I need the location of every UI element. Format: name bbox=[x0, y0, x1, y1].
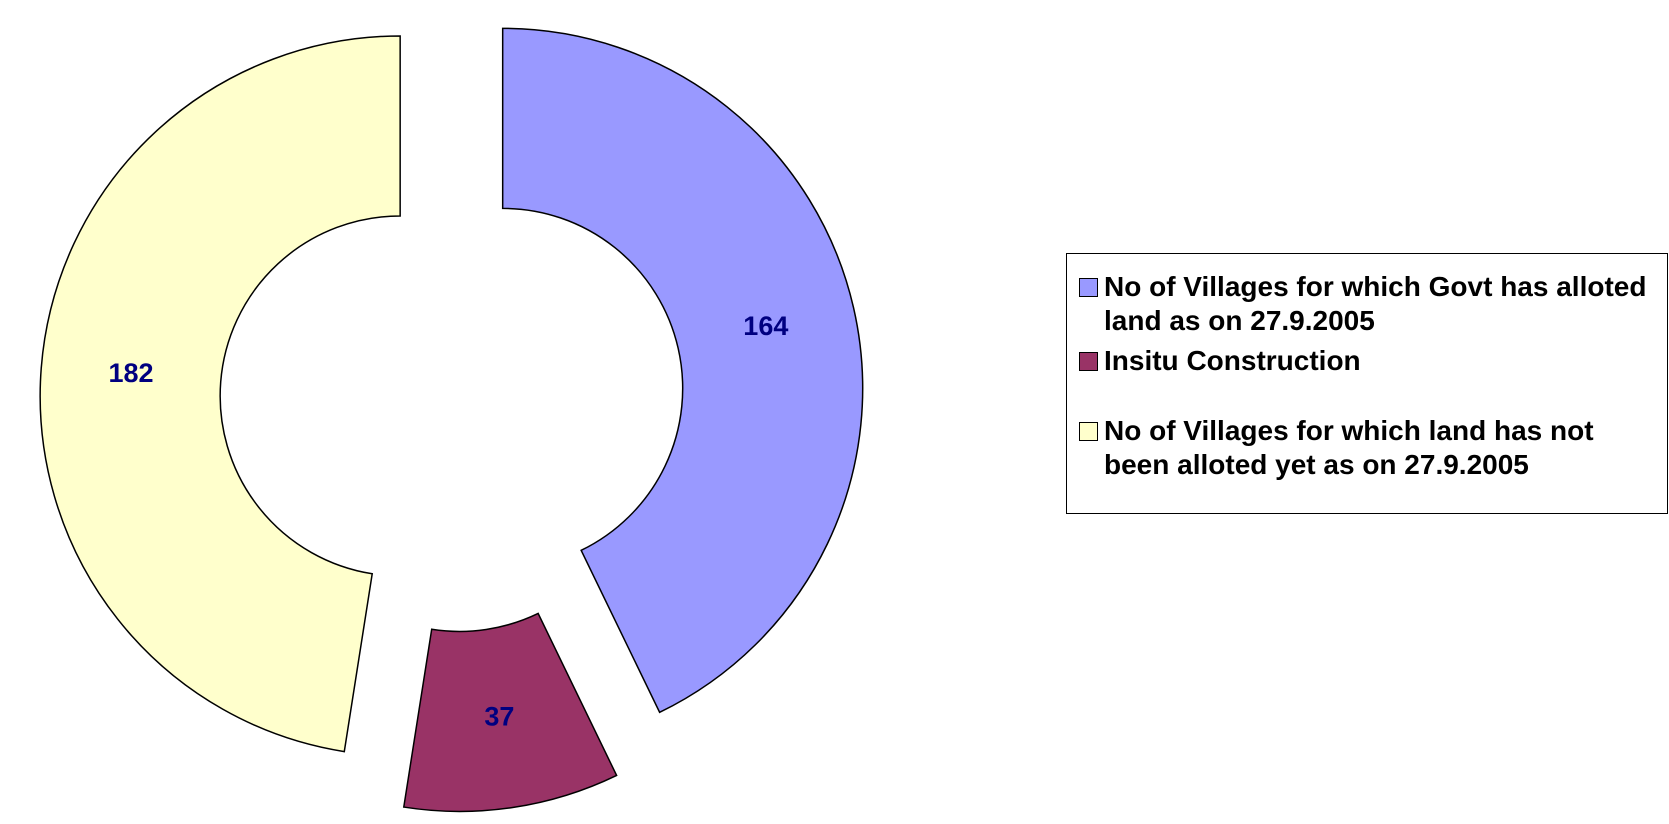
legend-swatch bbox=[1079, 422, 1098, 441]
donut-segment bbox=[501, 27, 864, 714]
legend-label: Insitu Construction bbox=[1104, 345, 1361, 376]
legend-item: Insitu Construction bbox=[1079, 344, 1659, 378]
legend-label: No of Villages for which land has not be… bbox=[1104, 415, 1594, 480]
chart: 164 37 182 bbox=[39, 27, 864, 813]
legend-swatch bbox=[1079, 278, 1098, 297]
data-label: 164 bbox=[743, 311, 788, 341]
data-label: 182 bbox=[108, 358, 153, 388]
donut-segment bbox=[39, 35, 401, 753]
legend-item: No of Villages for which Govt has allote… bbox=[1079, 270, 1659, 338]
legend-swatch bbox=[1079, 352, 1098, 371]
data-label: 37 bbox=[484, 702, 514, 732]
legend: No of Villages for which Govt has allote… bbox=[1066, 253, 1668, 514]
donut-segment bbox=[402, 612, 618, 813]
legend-label: No of Villages for which Govt has allote… bbox=[1104, 271, 1647, 336]
legend-item: No of Villages for which land has not be… bbox=[1079, 414, 1659, 482]
